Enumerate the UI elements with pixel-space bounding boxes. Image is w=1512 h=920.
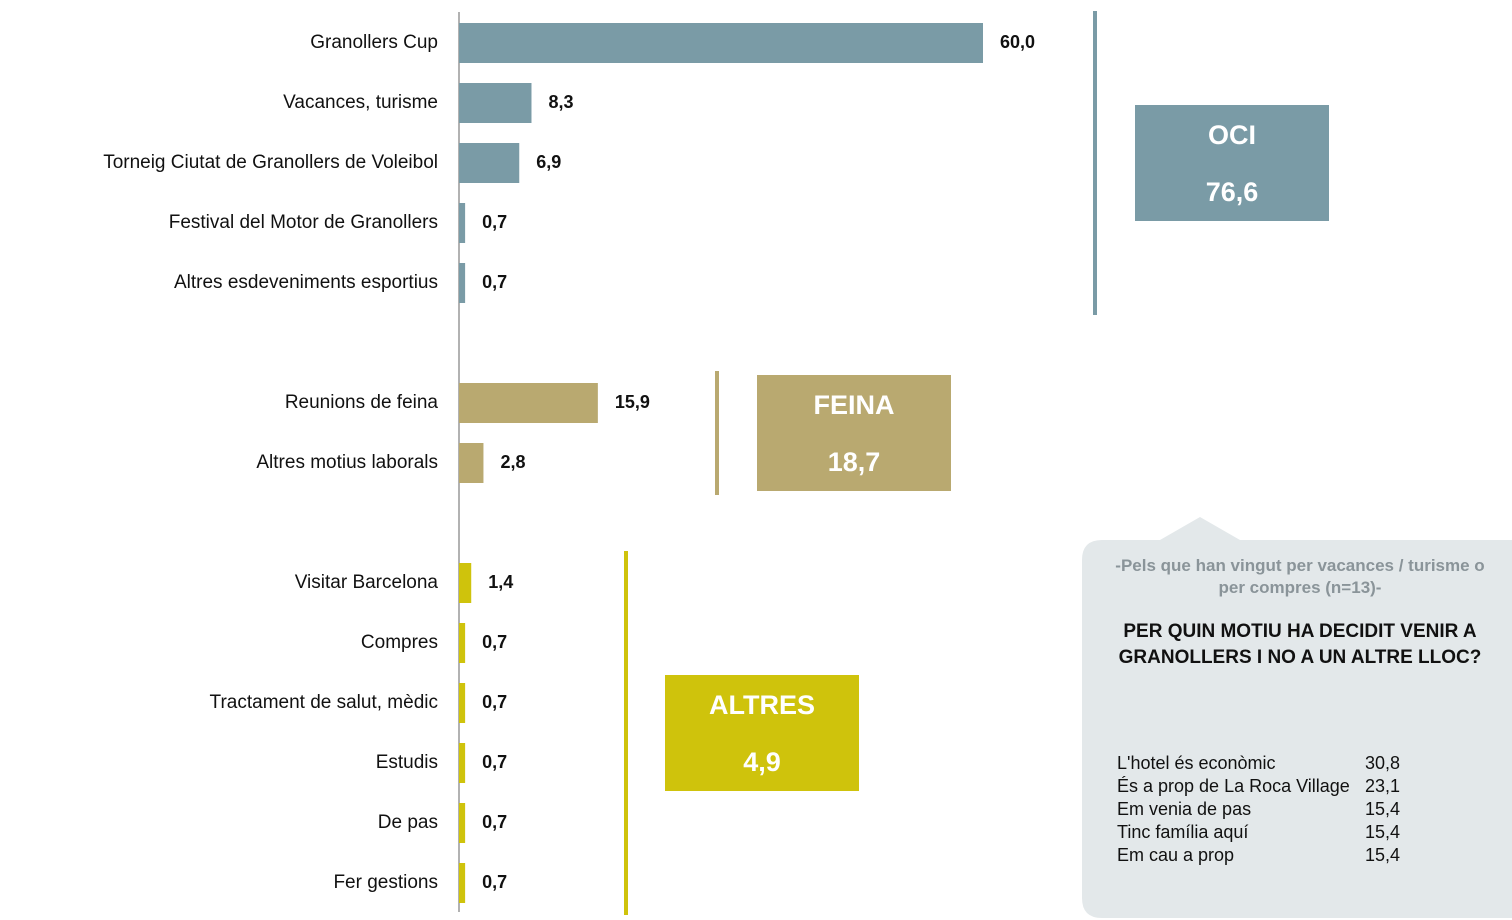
bar xyxy=(459,443,484,483)
category-label: Altres esdeveniments esportius xyxy=(174,272,438,293)
category-label: Festival del Motor de Granollers xyxy=(169,212,438,233)
row-value: 30,8 xyxy=(1365,753,1401,773)
group-total: 18,7 xyxy=(828,447,881,477)
callout-table: L'hotel és econòmic 30,8 És a prop de La R… xyxy=(1117,752,1497,867)
bar xyxy=(459,563,472,603)
group-name: FEINA xyxy=(814,390,895,420)
value-label: 1,4 xyxy=(488,572,513,592)
bar xyxy=(459,383,598,423)
category-label: Reunions de feina xyxy=(285,392,439,413)
row-value: 15,4 xyxy=(1365,845,1401,865)
category-label: Torneig Ciutat de Granollers de Voleibol xyxy=(103,152,438,173)
bar xyxy=(459,623,466,663)
row-label: Em cau a prop xyxy=(1117,845,1235,865)
bar xyxy=(459,143,520,183)
category-label: Fer gestions xyxy=(333,872,438,893)
bar xyxy=(459,743,466,783)
bar xyxy=(459,263,466,303)
category-label: Altres motius laborals xyxy=(256,452,438,473)
category-label: Estudis xyxy=(376,752,438,773)
value-label: 0,7 xyxy=(482,212,507,232)
group-total: 4,9 xyxy=(743,747,781,777)
group-box xyxy=(757,375,951,491)
bar xyxy=(459,863,466,903)
callout-row: Em venia de pas 15,4 xyxy=(1117,798,1497,821)
group-name: OCI xyxy=(1208,120,1256,150)
callout: -Pels que han vingut per vacances / turi… xyxy=(1100,555,1500,671)
category-label: De pas xyxy=(378,812,438,833)
row-label: L'hotel és econòmic xyxy=(1117,753,1276,773)
value-label: 0,7 xyxy=(482,272,507,292)
callout-row: L'hotel és econòmic 30,8 xyxy=(1117,752,1497,775)
bar xyxy=(459,203,466,243)
value-label: 0,7 xyxy=(482,752,507,772)
group-box xyxy=(1135,105,1329,221)
row-value: 15,4 xyxy=(1365,799,1401,819)
row-label: És a prop de La Roca Village xyxy=(1117,776,1350,796)
value-label: 2,8 xyxy=(500,452,525,472)
callout-row: És a prop de La Roca Village 23,1 xyxy=(1117,775,1497,798)
value-label: 0,7 xyxy=(482,632,507,652)
row-value: 23,1 xyxy=(1365,776,1401,796)
bar xyxy=(459,23,983,63)
value-label: 60,0 xyxy=(1000,32,1035,52)
value-label: 6,9 xyxy=(536,152,561,172)
callout-bubble xyxy=(1082,517,1512,918)
value-label: 0,7 xyxy=(482,872,507,892)
category-label: Tractament de salut, mèdic xyxy=(210,692,438,713)
row-label: Em venia de pas xyxy=(1117,799,1252,819)
group-total: 76,6 xyxy=(1206,177,1259,207)
callout-row: Tinc família aquí 15,4 xyxy=(1117,821,1497,844)
row-value: 15,4 xyxy=(1365,822,1401,842)
category-label: Compres xyxy=(361,632,438,653)
category-label: Vacances, turisme xyxy=(283,92,438,113)
value-label: 0,7 xyxy=(482,692,507,712)
callout-question: PER QUIN MOTIU HA DECIDIT VENIR A GRANOL… xyxy=(1118,621,1482,668)
category-label: Visitar Barcelona xyxy=(295,572,439,593)
bar xyxy=(459,83,532,123)
bar xyxy=(459,803,466,843)
value-label: 8,3 xyxy=(548,92,573,112)
category-label: Granollers Cup xyxy=(310,32,438,53)
group-box xyxy=(665,675,859,791)
callout-row: Em cau a prop 15,4 xyxy=(1117,844,1497,867)
callout-note: -Pels que han vingut per vacances / turi… xyxy=(1115,556,1485,597)
row-label: Tinc família aquí xyxy=(1117,822,1249,842)
value-label: 15,9 xyxy=(615,392,650,412)
value-label: 0,7 xyxy=(482,812,507,832)
group-name: ALTRES xyxy=(709,690,815,720)
bar xyxy=(459,683,466,723)
